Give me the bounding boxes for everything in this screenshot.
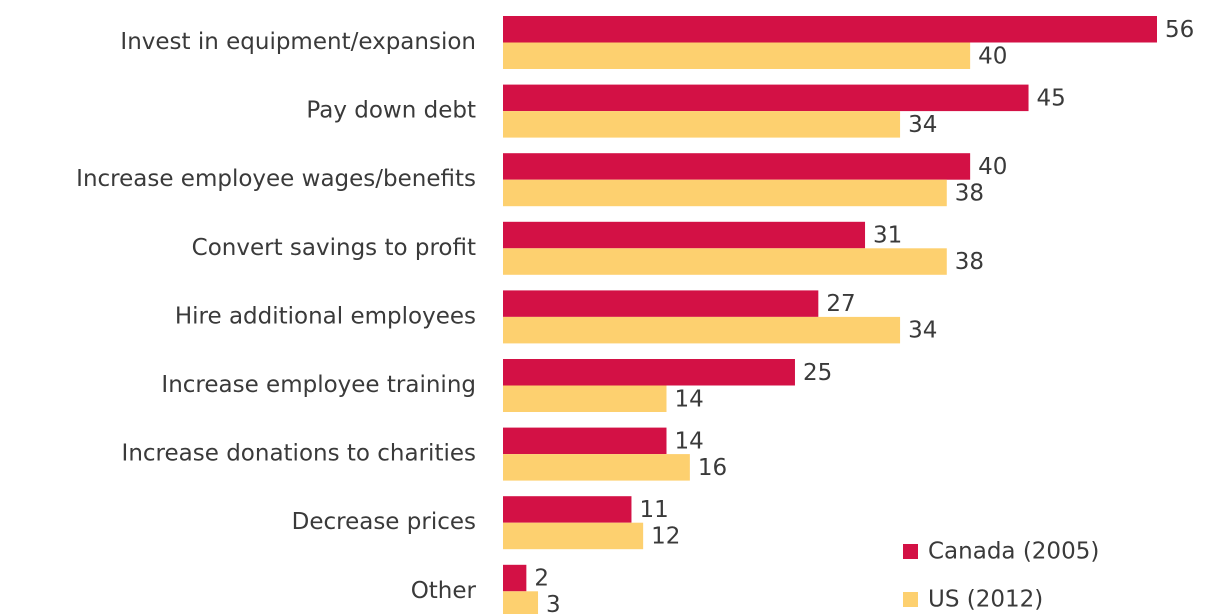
category-label: Decrease prices [292,509,476,535]
bar [503,522,644,550]
category-label: Hire additional employees [175,303,476,329]
category-label: Increase employee training [161,372,476,398]
value-label: 14 [675,386,704,412]
bar [503,385,667,412]
bar [503,248,947,275]
value-label: 27 [826,291,855,317]
value-label: 56 [1165,17,1194,43]
bar [503,591,539,614]
bar [503,316,901,344]
value-label: 31 [873,223,902,249]
bar [503,221,866,249]
bar [503,111,901,138]
value-label: 45 [1037,85,1066,111]
value-label: 34 [908,112,937,138]
bar [503,359,795,386]
value-label: 38 [955,249,984,275]
value-label: 40 [978,43,1007,69]
bar [503,496,632,523]
category-label: Increase employee wages/benefits [76,166,476,192]
bar [503,16,1157,43]
category-label: Invest in equipment/expansion [120,29,476,55]
bar [503,564,527,592]
value-label: 2 [534,566,549,592]
category-label: Other [411,578,477,604]
bar [503,427,667,455]
value-label: 3 [546,592,561,614]
legend-label: US (2012) [928,587,1043,613]
bar [503,42,971,69]
value-label: 25 [803,360,832,386]
value-label: 14 [675,428,704,454]
value-label: 11 [639,497,668,523]
legend-swatch [903,544,918,559]
bar [503,454,690,481]
value-label: 40 [978,154,1007,180]
category-label: Convert savings to profit [192,235,476,261]
bar [503,179,947,207]
value-label: 34 [908,318,937,344]
category-label: Increase donations to charities [122,441,476,467]
value-label: 12 [651,523,680,549]
legend-swatch [903,592,918,607]
bar [503,153,971,180]
value-label: 38 [955,180,984,206]
category-label: Pay down debt [306,98,476,124]
bar [503,290,819,317]
legend-label: Canada (2005) [928,539,1099,565]
value-label: 16 [698,455,727,481]
bar [503,84,1029,112]
